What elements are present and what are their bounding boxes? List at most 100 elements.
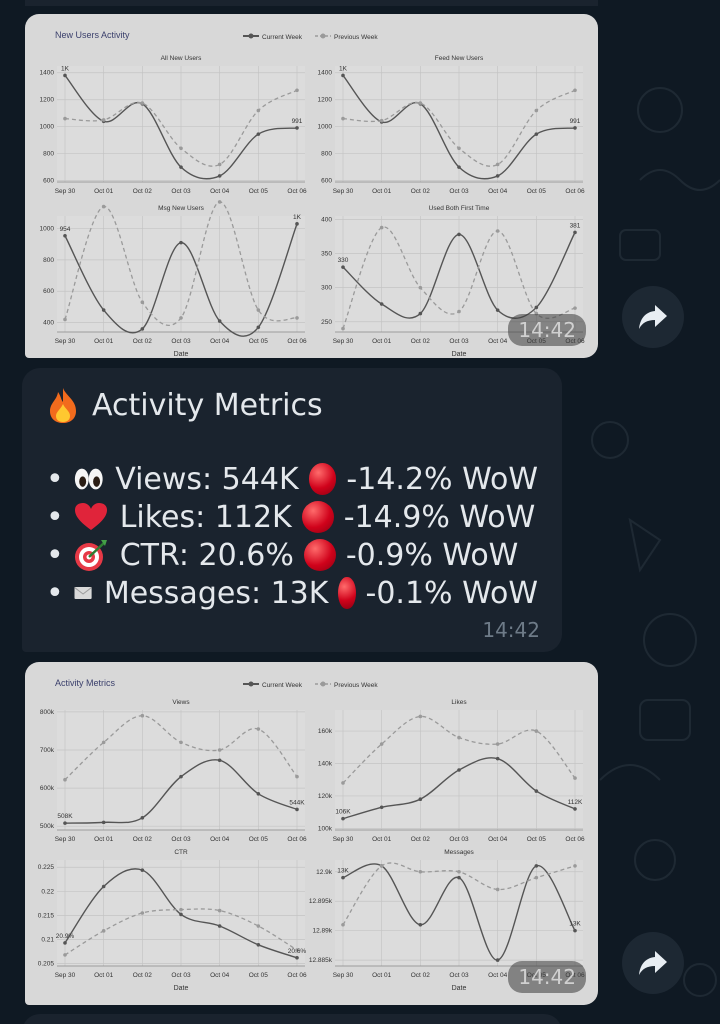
x-tick-label: Oct 04 (210, 188, 230, 195)
x-tick-label: Oct 04 (488, 836, 508, 843)
data-point (63, 821, 67, 825)
data-point (256, 308, 261, 312)
x-tick-label: Oct 01 (94, 972, 114, 979)
y-tick-label: 600 (321, 178, 332, 185)
forward-button[interactable] (622, 286, 684, 348)
chart-image-message-activity[interactable]: Activity Metrics Current Week Previous Wee… (25, 662, 598, 1005)
data-point (256, 727, 261, 731)
data-label: 1K (61, 65, 70, 72)
data-point (63, 941, 67, 945)
x-tick-label: Oct 05 (249, 338, 269, 345)
data-point (457, 735, 461, 740)
x-tick-label: Oct 02 (133, 338, 153, 345)
chart-image-message-new-users[interactable]: New Users Activity Current Week Previous W… (25, 14, 598, 358)
legend-previous-label: Previous Week (334, 682, 378, 689)
envelope-icon (73, 586, 92, 600)
figure-title: New Users Activity (55, 30, 130, 40)
x-tick-label: Sep 30 (333, 972, 354, 979)
legend-current-label: Current Week (262, 682, 303, 689)
red-heart-icon (74, 503, 107, 530)
text-message-activity-metrics[interactable]: Activity Metrics • Views: 544K -14.2% Wo… (22, 368, 562, 652)
y-tick-label: 1000 (40, 124, 55, 131)
data-label: 112K (568, 799, 583, 806)
x-tick-label: Oct 03 (449, 836, 469, 843)
panel-title: Used Both First Time (429, 205, 490, 212)
data-point (341, 922, 345, 927)
data-point (418, 797, 423, 801)
x-tick-label: Sep 30 (333, 188, 354, 195)
data-point (495, 958, 500, 962)
y-tick-label: 400 (321, 216, 332, 223)
fire-emoji-icon (50, 388, 76, 423)
legend-previous-label: Previous Week (334, 34, 378, 41)
figure-title: Activity Metrics (55, 678, 116, 688)
y-tick-label: 800 (43, 257, 54, 264)
x-tick-label: Oct 01 (372, 836, 392, 843)
forward-button[interactable] (622, 932, 684, 994)
y-tick-label: 12.9k (316, 869, 333, 876)
x-tick-label: Oct 06 (565, 188, 585, 195)
data-point (457, 875, 461, 880)
data-point (457, 309, 461, 314)
data-point (573, 928, 577, 933)
data-point (179, 316, 183, 320)
message-time: 14:42 (508, 961, 586, 993)
data-point (101, 308, 106, 312)
data-point (457, 146, 461, 151)
forward-arrow-icon (639, 305, 667, 329)
metric-views: • Views: 544K -14.2% WoW (46, 461, 538, 497)
panel-title: All New Users (161, 55, 203, 62)
legend-current-marker (248, 33, 254, 39)
x-tick-label: Sep 30 (333, 338, 354, 345)
next-message-edge (22, 1014, 562, 1024)
data-point (217, 319, 222, 323)
x-tick-label: Oct 03 (171, 836, 191, 843)
x-tick-label: Oct 06 (287, 188, 307, 195)
panel-title: Views (172, 699, 190, 706)
previous-message-edge (25, 0, 598, 6)
y-tick-label: 600 (43, 288, 54, 295)
data-point (256, 132, 261, 136)
y-tick-label: 12.89k (312, 928, 332, 935)
data-point (101, 929, 106, 933)
y-tick-label: 500k (40, 823, 55, 830)
metric-views-label: Views: 544K (115, 461, 299, 497)
chart-legend: Current Week Previous Week (243, 33, 378, 41)
y-tick-label: 0.21 (41, 937, 54, 944)
data-point (495, 174, 500, 178)
data-label: 954 (60, 226, 71, 233)
y-tick-label: 1000 (318, 124, 333, 131)
x-axis-label: Date (452, 351, 467, 358)
data-point (140, 101, 145, 105)
activity-metrics-chart: Activity Metrics Current Week Previous Wee… (38, 678, 585, 992)
data-point (379, 302, 384, 306)
data-point (457, 165, 461, 169)
data-point (140, 816, 145, 820)
data-point (341, 326, 345, 331)
x-tick-label: Oct 05 (249, 188, 269, 195)
x-tick-label: Oct 06 (287, 338, 307, 345)
data-point (418, 101, 423, 105)
data-point (534, 108, 539, 113)
data-point (217, 200, 222, 204)
x-tick-label: Oct 03 (171, 338, 191, 345)
y-tick-label: 250 (321, 319, 332, 326)
data-point (140, 868, 145, 872)
legend-current-marker (248, 681, 254, 687)
x-tick-label: Oct 04 (488, 338, 508, 345)
panel-title: Messages (444, 849, 474, 856)
chart-panel-2: Msg New Users 400 600 800 1000 Sep 30 Oct 01 Oc… (40, 200, 307, 358)
data-point (341, 875, 345, 880)
data-point (256, 924, 261, 928)
x-tick-label: Oct 01 (94, 836, 114, 843)
data-point (179, 774, 183, 779)
data-point (418, 285, 423, 290)
metric-ctr-label: CTR: 20.6% (119, 537, 294, 573)
panel-title: Feed New Users (435, 55, 484, 62)
data-label: 991 (570, 118, 581, 125)
data-point (63, 116, 67, 121)
y-tick-label: 120k (318, 793, 333, 800)
data-point (418, 869, 423, 874)
y-tick-label: 0.215 (38, 912, 55, 919)
data-point (495, 887, 500, 892)
